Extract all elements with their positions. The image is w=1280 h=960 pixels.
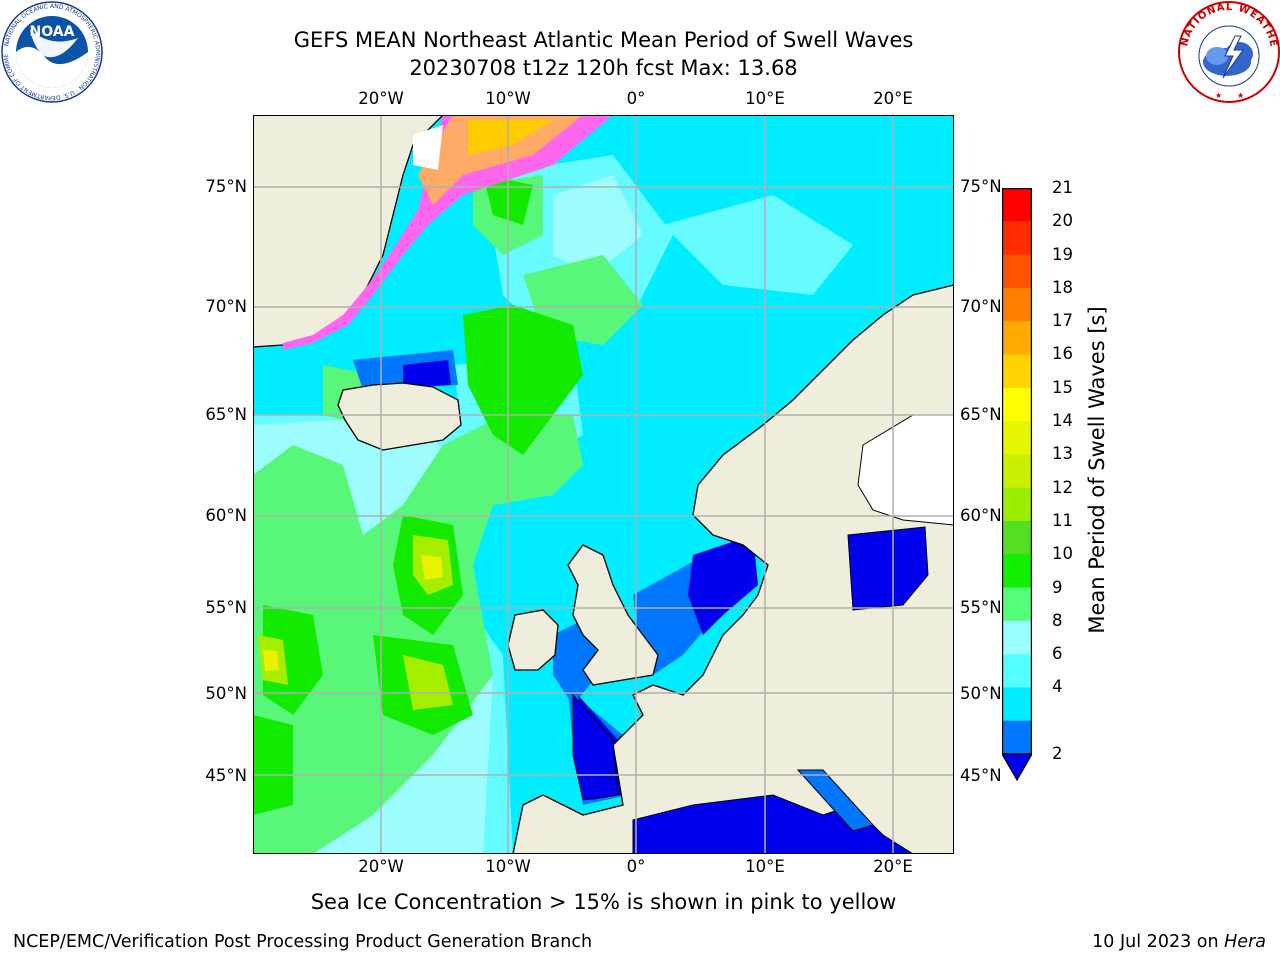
lon-tick-bottom: 10°E [745, 857, 785, 876]
footer-date: 10 Jul 2023 on Hera [1092, 932, 1266, 952]
nws-logo-icon: NATIONAL WEATHER SERVICE ★ ★ [1177, 0, 1280, 103]
colorbar-tick-label: 21 [1052, 178, 1073, 197]
lat-tick-left: 60°N [205, 506, 247, 525]
colorbar-label: Mean Period of Swell Waves [s] [1085, 306, 1109, 634]
ireland [507, 609, 559, 671]
colorbar-segment [1002, 387, 1032, 422]
iceland [337, 382, 462, 451]
colorbar-segments [1002, 188, 1032, 755]
colorbar-tick-label: 11 [1052, 510, 1073, 530]
lon-tick-top: 20°W [358, 89, 404, 108]
lat-tick-left: 65°N [205, 405, 247, 424]
footer-date-text: 10 Jul 2023 on [1092, 932, 1225, 952]
colorbar-segment [1002, 287, 1032, 322]
colorbar-tick-label: 12 [1052, 477, 1073, 497]
colorbar-segment [1002, 454, 1032, 489]
colorbar-tick-label: 18 [1052, 277, 1073, 297]
lat-tick-left: 75°N [205, 177, 247, 196]
colorbar-tick-label: 9 [1052, 577, 1063, 597]
colorbar-segment [1002, 687, 1032, 722]
colorbar-tick-label: 20 [1052, 211, 1073, 231]
colorbar [1002, 188, 1032, 782]
lat-tick-left: 70°N [205, 297, 247, 316]
colorbar-segment [1002, 354, 1032, 389]
colorbar-segment [1002, 520, 1032, 555]
lon-tick-bottom: 20°E [873, 857, 913, 876]
title-line-1: GEFS MEAN Northeast Atlantic Mean Period… [293, 28, 914, 52]
lat-tick-right: 55°N [960, 598, 1002, 617]
colorbar-tick-label: 4 [1052, 677, 1063, 697]
colorbar-segment [1002, 620, 1032, 655]
colorbar-segment [1002, 654, 1032, 688]
lon-tick-top: 20°E [873, 89, 913, 108]
lon-tick-top: 10°E [745, 89, 785, 108]
colorbar-segment [1002, 554, 1032, 589]
adriatic-sea [796, 769, 874, 832]
lon-tick-top: 0° [626, 89, 646, 108]
sea-ice-note: Sea Ice Concentration > 15% is shown in … [310, 890, 897, 914]
lat-tick-left: 45°N [205, 766, 247, 785]
colorbar-segment [1002, 421, 1032, 455]
noaa-logo-icon: NATIONAL OCEANIC AND ATMOSPHERIC ADMINIS… [0, 0, 103, 103]
lat-tick-right: 50°N [960, 684, 1002, 703]
lon-tick-bottom: 20°W [358, 857, 404, 876]
lat-tick-right: 45°N [960, 766, 1002, 785]
colorbar-tick-label: 10 [1052, 544, 1073, 564]
colorbar-segment [1002, 321, 1032, 355]
lat-tick-right: 75°N [960, 177, 1002, 196]
lat-tick-right: 65°N [960, 405, 1002, 424]
lat-tick-left: 50°N [205, 684, 247, 703]
colorbar-segment [1002, 254, 1032, 289]
sea-ice [283, 115, 613, 350]
colorbar-segment [1002, 487, 1032, 522]
lon-tick-bottom: 10°W [485, 857, 531, 876]
colorbar-tick-label: 2 [1052, 744, 1063, 763]
baltic-sea [847, 526, 929, 611]
swell-band-yellow [263, 555, 443, 671]
lon-tick-top: 10°W [485, 89, 531, 108]
colorbar-segment [1002, 587, 1032, 622]
colorbar-tick-label: 16 [1052, 344, 1073, 364]
lat-tick-right: 70°N [960, 297, 1002, 316]
svg-text:NOAA: NOAA [30, 24, 75, 40]
colorbar-segment [1002, 221, 1032, 256]
colorbar-tick-label: 8 [1052, 610, 1063, 630]
swell-period-map [253, 115, 954, 854]
lat-tick-right: 60°N [960, 506, 1002, 525]
lon-tick-bottom: 0° [626, 857, 646, 876]
colorbar-tick-label: 14 [1052, 411, 1073, 431]
scandinavia-europe [512, 284, 954, 854]
svg-text:★: ★ [1237, 91, 1244, 100]
title-line-2: 20230708 t12z 120h fcst Max: 13.68 [409, 56, 798, 80]
bay-of-biscay [572, 693, 619, 801]
footer-credit: NCEP/EMC/Verification Post Processing Pr… [13, 932, 593, 952]
graticule [253, 115, 954, 854]
svg-text:★: ★ [1215, 91, 1222, 100]
colorbar-tick-label: 19 [1052, 244, 1073, 264]
footer-host: Hera [1224, 932, 1266, 952]
lat-tick-left: 55°N [205, 598, 247, 617]
colorbar-tick-label: 13 [1052, 444, 1073, 464]
colorbar-tick-label: 6 [1052, 644, 1063, 664]
map-canvas [253, 115, 954, 854]
colorbar-extend-arrow [1002, 753, 1032, 782]
chart-title: GEFS MEAN Northeast Atlantic Mean Period… [253, 26, 954, 82]
colorbar-tick-label: 17 [1052, 311, 1073, 331]
colorbar-segment [1002, 720, 1032, 755]
colorbar-segment [1002, 188, 1032, 222]
colorbar-tick-label: 15 [1052, 377, 1073, 397]
